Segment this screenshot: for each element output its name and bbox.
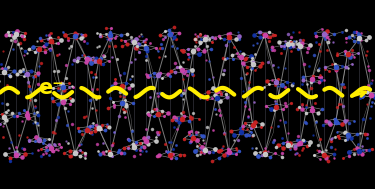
Text: e⁻: e⁻ bbox=[38, 78, 63, 98]
